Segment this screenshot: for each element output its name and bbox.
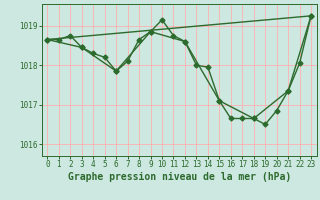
X-axis label: Graphe pression niveau de la mer (hPa): Graphe pression niveau de la mer (hPa) <box>68 172 291 182</box>
